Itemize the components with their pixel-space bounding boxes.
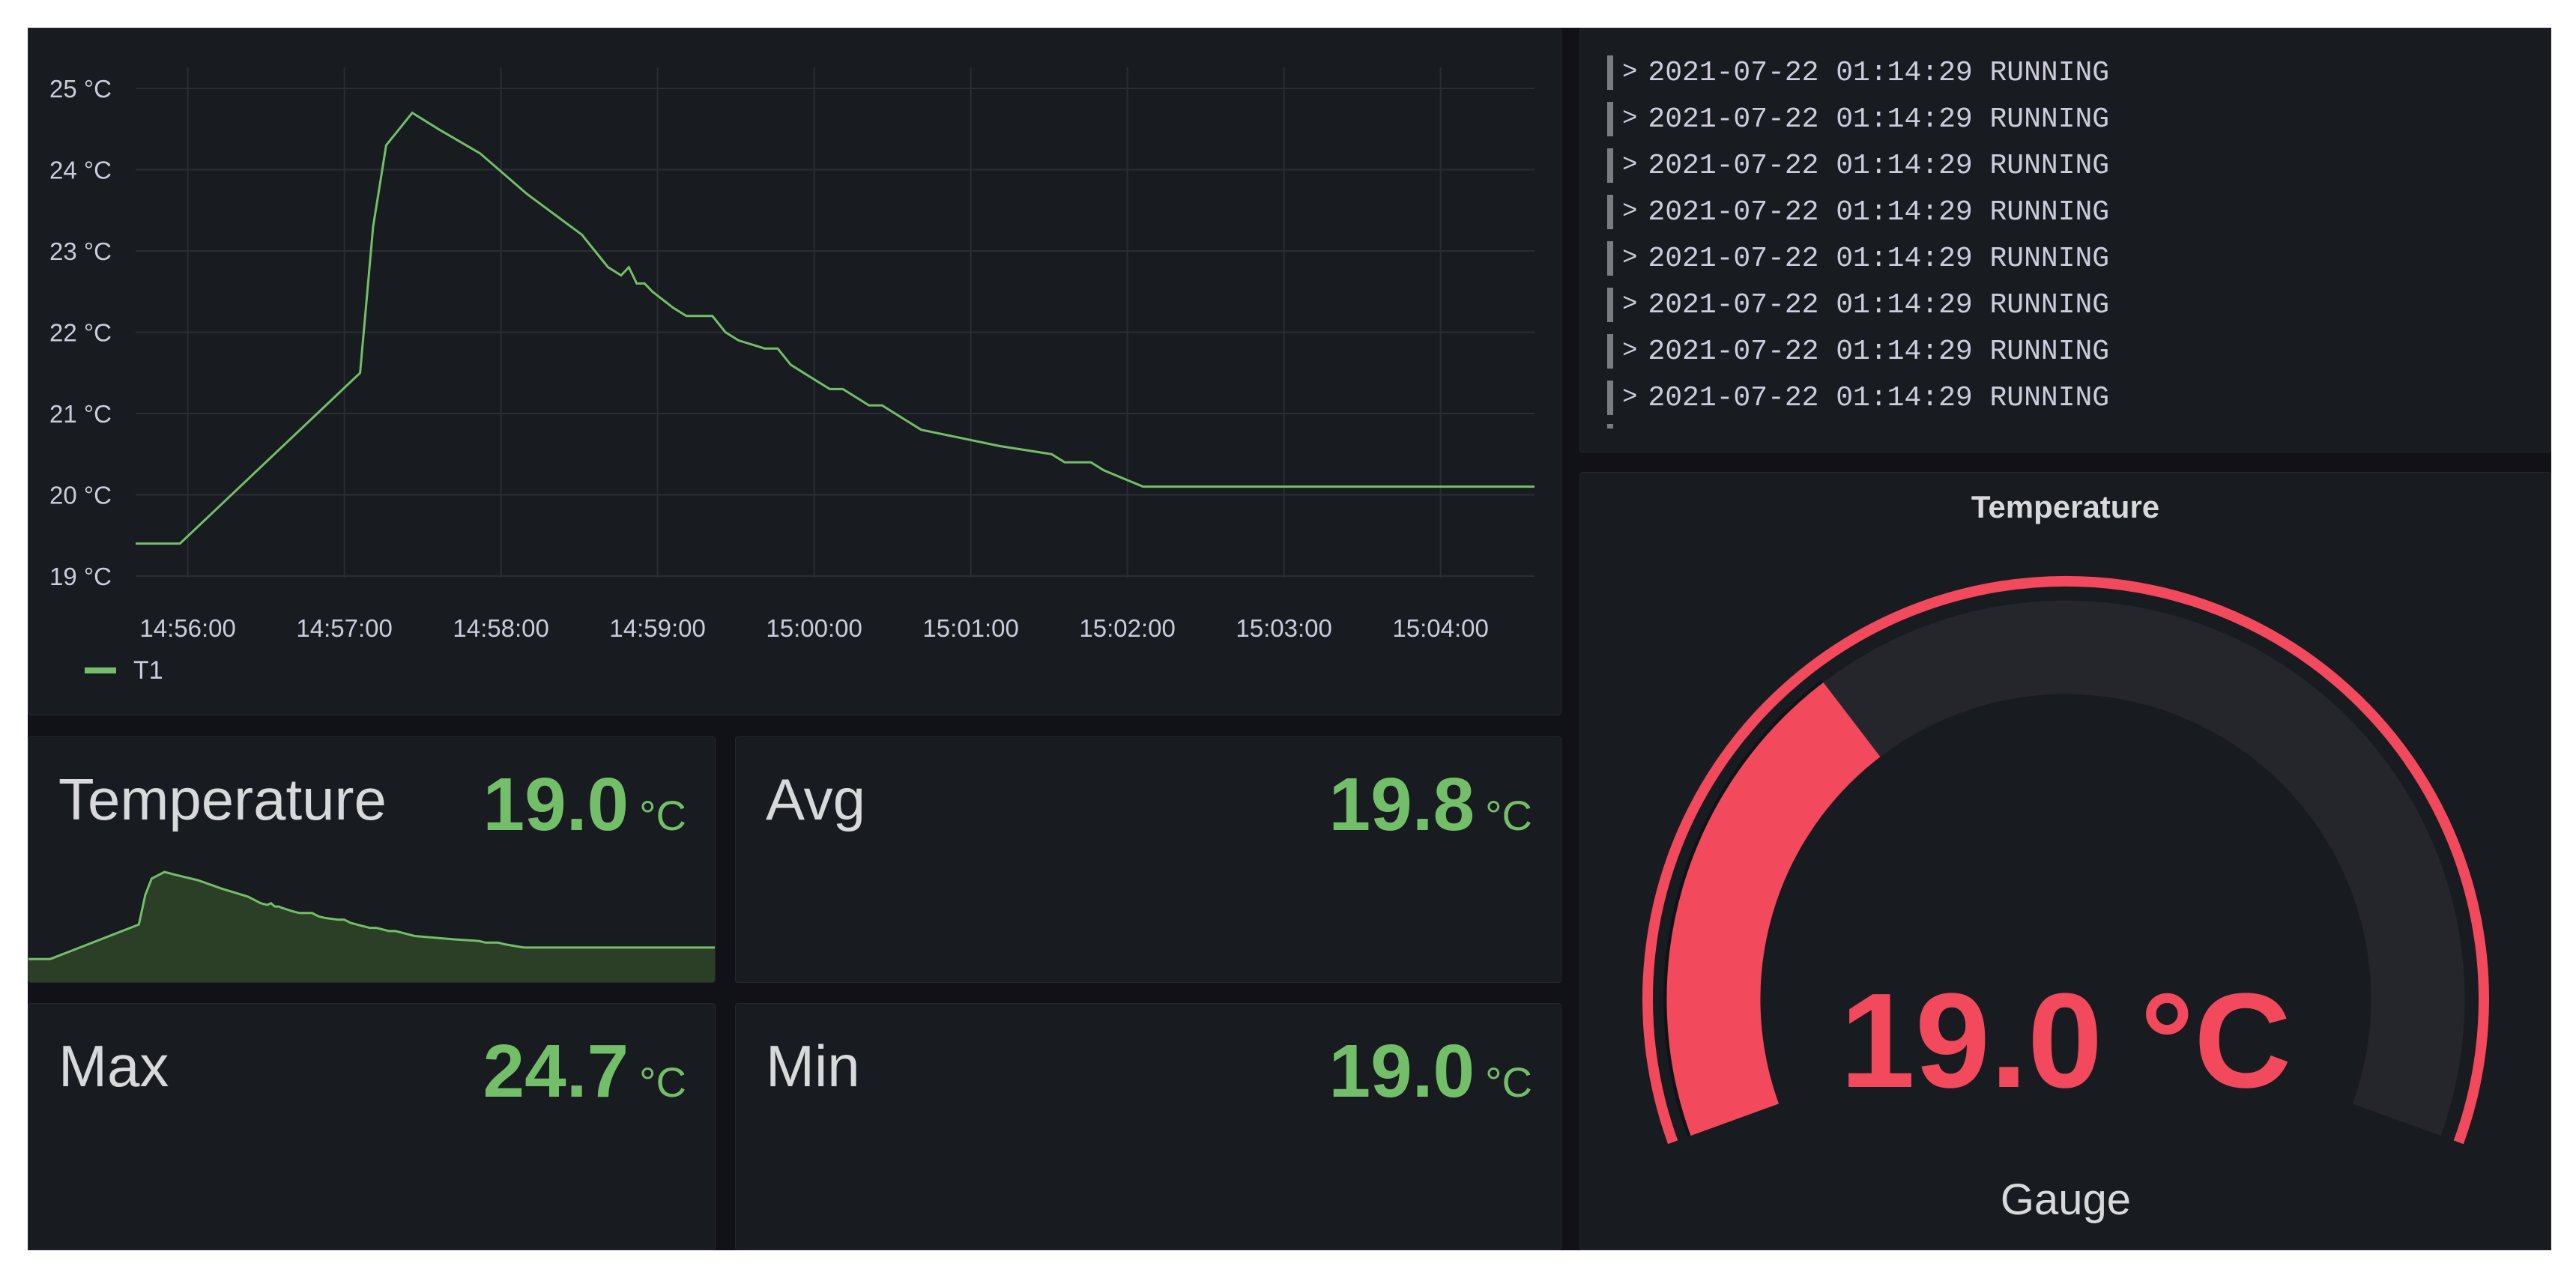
stat-number: 19.0: [1328, 1029, 1475, 1113]
series-line-t1: [136, 111, 1535, 545]
log-row[interactable]: >2021-07-22 01:14:29 RUNNING: [1607, 49, 2109, 96]
stat-title: Max: [58, 1033, 169, 1099]
log-level-indicator: [1607, 241, 1613, 276]
gauge-fill: [1666, 682, 1881, 1136]
log-level-indicator: [1607, 102, 1613, 136]
y-tick-label: 20 °C: [49, 482, 112, 509]
stat-panel-min[interactable]: Min 19.0 °C: [735, 1003, 1561, 1250]
sparkline-line: [28, 870, 715, 960]
gauge: 19.0 °C Gauge: [1642, 575, 2489, 1224]
log-row[interactable]: >2021-07-22 01:14:29 RUNNING: [1607, 96, 2109, 142]
stat-value: 19.0 °C: [483, 767, 686, 842]
x-tick-label: 15:00:00: [766, 614, 862, 642]
stat-number: 19.0: [483, 763, 629, 846]
log-row[interactable]: >2021-07-22 01:14:29 RUNNING: [1607, 235, 2109, 282]
log-row[interactable]: >2021-07-22 01:14:29 RUNNING: [1607, 375, 2109, 421]
log-row[interactable]: >2021-07-22 01:14:29 RUNNING: [1607, 282, 2109, 328]
expand-chevron-icon[interactable]: >: [1622, 384, 1638, 412]
log-list: >2021-07-22 01:14:29 RUNNING >2021-07-22 …: [1607, 49, 2109, 421]
log-more-indicator: [1607, 424, 1613, 428]
stat-value: 19.0 °C: [1329, 1034, 1532, 1109]
sparkline-area: [28, 872, 715, 982]
stat-panel-temperature[interactable]: Temperature 19.0 °C: [28, 736, 716, 983]
expand-chevron-icon[interactable]: >: [1622, 198, 1638, 226]
stat-value: 24.7 °C: [483, 1034, 686, 1109]
stat-panel-avg[interactable]: Avg 19.8 °C: [735, 736, 1561, 983]
gauge-inner-line: [1663, 679, 1824, 1137]
x-tick-label: 14:57:00: [296, 614, 392, 642]
x-tick-label: 14:59:00: [609, 614, 705, 642]
y-tick-label: 25 °C: [49, 75, 112, 103]
log-line: 2021-07-22 01:14:29 RUNNING: [1648, 381, 2110, 414]
logs-panel[interactable]: >2021-07-22 01:14:29 RUNNING >2021-07-22 …: [1579, 28, 2551, 452]
log-line: 2021-07-22 01:14:29 RUNNING: [1648, 56, 2110, 89]
log-line: 2021-07-22 01:14:29 RUNNING: [1648, 335, 2110, 368]
x-tick-label: 14:56:00: [139, 614, 235, 642]
gauge-label: Gauge: [2001, 1175, 2131, 1224]
log-line: 2021-07-22 01:14:29 RUNNING: [1648, 149, 2110, 182]
chart-grid: [136, 67, 1535, 578]
log-row[interactable]: >2021-07-22 01:14:29 RUNNING: [1607, 328, 2109, 375]
y-tick-label: 21 °C: [49, 400, 112, 428]
stat-number: 19.8: [1328, 763, 1475, 846]
log-line: 2021-07-22 01:14:29 RUNNING: [1648, 288, 2110, 321]
log-line: 2021-07-22 01:14:29 RUNNING: [1648, 103, 2110, 136]
log-level-indicator: [1607, 288, 1613, 322]
gauge-threshold-ring: [1642, 575, 2489, 1145]
stat-unit: °C: [1485, 792, 1532, 839]
stat-title: Min: [766, 1033, 860, 1099]
time-series-panel[interactable]: 25 °C 24 °C 23 °C 22 °C 21 °C 20 °C 19 °C 14:5…: [28, 28, 1561, 715]
stat-unit: °C: [1485, 1058, 1532, 1106]
stat-title: Avg: [766, 766, 865, 832]
log-line: 2021-07-22 01:14:29 RUNNING: [1648, 242, 2110, 275]
gauge-value: 19.0 °C: [1840, 966, 2291, 1116]
legend-label[interactable]: T1: [133, 656, 163, 685]
expand-chevron-icon[interactable]: >: [1622, 244, 1638, 273]
log-row[interactable]: >2021-07-22 01:14:29 RUNNING: [1607, 189, 2109, 235]
y-tick-label: 19 °C: [49, 563, 112, 590]
expand-chevron-icon[interactable]: >: [1622, 337, 1638, 366]
x-tick-label: 14:58:00: [453, 614, 548, 642]
x-axis: 14:56:00 14:57:00 14:58:00 14:59:00 15:00:00…: [139, 614, 1488, 642]
log-level-indicator: [1607, 334, 1613, 369]
gauge-panel[interactable]: Temperature 19.0 °C Gauge: [1579, 472, 2551, 1250]
stat-value: 19.8 °C: [1329, 767, 1532, 842]
y-axis: 25 °C 24 °C 23 °C 22 °C 21 °C 20 °C 19 °C: [49, 75, 112, 590]
stat-unit: °C: [639, 792, 686, 839]
expand-chevron-icon[interactable]: >: [1622, 291, 1638, 319]
expand-chevron-icon[interactable]: >: [1622, 151, 1638, 180]
log-line: 2021-07-22 01:14:29 RUNNING: [1648, 196, 2110, 228]
legend-swatch: [85, 667, 116, 673]
dashboard: 25 °C 24 °C 23 °C 22 °C 21 °C 20 °C 19 °C 14:5…: [28, 28, 2551, 1250]
log-level-indicator: [1607, 195, 1613, 229]
stat-unit: °C: [639, 1058, 686, 1106]
gauge-title: Temperature: [1971, 489, 2160, 524]
y-tick-label: 22 °C: [49, 319, 112, 347]
log-level-indicator: [1607, 148, 1613, 183]
log-level-indicator: [1607, 381, 1613, 415]
stat-panel-max[interactable]: Max 24.7 °C: [28, 1003, 716, 1250]
stat-number: 24.7: [483, 1029, 629, 1113]
expand-chevron-icon[interactable]: >: [1622, 58, 1638, 87]
y-tick-label: 23 °C: [49, 237, 112, 265]
expand-chevron-icon[interactable]: >: [1622, 105, 1638, 133]
x-tick-label: 15:02:00: [1079, 614, 1175, 642]
x-tick-label: 15:04:00: [1392, 614, 1488, 642]
log-row[interactable]: >2021-07-22 01:14:29 RUNNING: [1607, 142, 2109, 189]
stat-title: Temperature: [58, 766, 387, 832]
y-tick-label: 24 °C: [49, 157, 112, 184]
x-tick-label: 15:01:00: [922, 614, 1018, 642]
sparkline: [28, 870, 715, 982]
log-level-indicator: [1607, 55, 1613, 90]
x-tick-label: 15:03:00: [1236, 614, 1331, 642]
line-chart: 25 °C 24 °C 23 °C 22 °C 21 °C 20 °C 19 °C 14:5…: [49, 67, 1535, 685]
